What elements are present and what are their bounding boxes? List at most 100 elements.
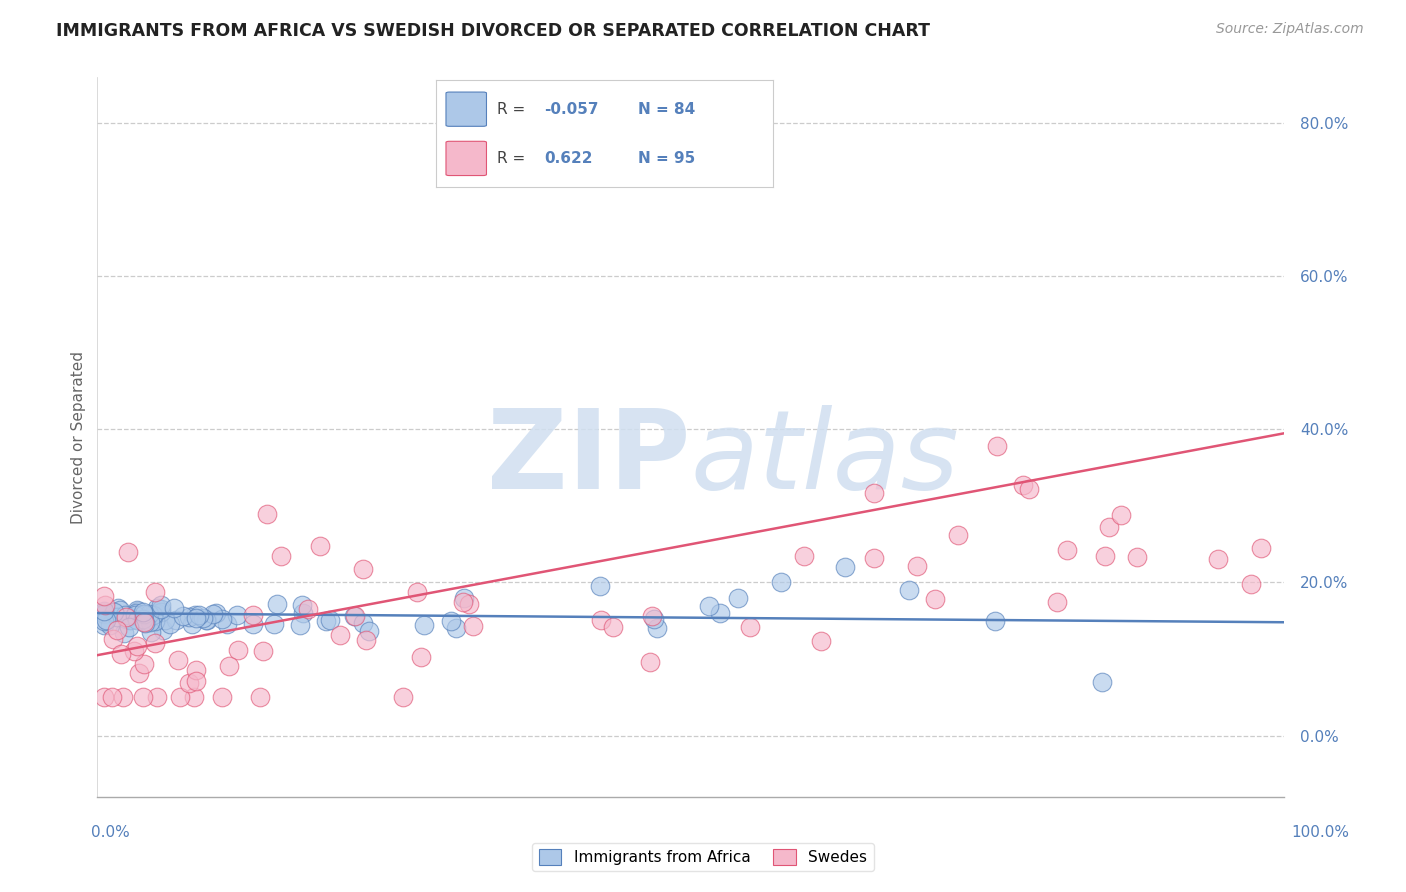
Point — [118, 614, 141, 628]
Point — [90, 690, 112, 705]
Point — [90, 604, 112, 618]
Point — [648, 519, 671, 533]
Point — [107, 643, 129, 657]
Point — [98, 603, 121, 617]
Point — [107, 607, 129, 622]
Point — [644, 675, 666, 690]
Point — [132, 690, 155, 705]
Point — [90, 598, 112, 612]
Point — [502, 560, 524, 574]
Point — [103, 545, 125, 559]
Point — [156, 612, 179, 626]
Point — [111, 605, 134, 619]
Point — [394, 609, 416, 624]
Point — [96, 605, 118, 619]
Point — [214, 615, 236, 629]
Point — [157, 617, 180, 632]
Point — [115, 607, 138, 621]
Point — [917, 530, 939, 544]
Text: ZIP: ZIP — [488, 405, 690, 512]
Point — [290, 595, 312, 609]
Point — [763, 524, 786, 538]
Point — [290, 591, 312, 606]
Point — [100, 647, 122, 661]
Point — [129, 600, 152, 615]
Text: -0.057: -0.057 — [544, 102, 599, 117]
Point — [176, 690, 198, 705]
Point — [112, 607, 135, 621]
FancyBboxPatch shape — [446, 141, 486, 176]
Point — [228, 608, 250, 623]
Point — [118, 585, 141, 599]
Point — [929, 463, 952, 477]
Text: R =: R = — [496, 151, 530, 166]
Point — [465, 575, 488, 590]
Point — [488, 633, 510, 648]
Point — [94, 690, 117, 705]
Point — [1181, 458, 1204, 472]
Point — [266, 650, 288, 665]
Text: N = 95: N = 95 — [638, 151, 696, 166]
Point — [233, 561, 256, 575]
Point — [1133, 374, 1156, 388]
Point — [120, 600, 142, 615]
Point — [90, 606, 112, 620]
Point — [256, 690, 278, 705]
Point — [121, 601, 143, 615]
Point — [121, 605, 143, 619]
Point — [180, 508, 202, 522]
Point — [173, 617, 195, 632]
Point — [97, 609, 120, 624]
Point — [733, 541, 755, 555]
Point — [366, 579, 388, 593]
Point — [863, 565, 886, 579]
Point — [645, 549, 668, 564]
Point — [141, 674, 163, 689]
Point — [121, 598, 143, 612]
Point — [136, 676, 159, 690]
Text: Source: ZipAtlas.com: Source: ZipAtlas.com — [1216, 22, 1364, 37]
Point — [117, 624, 139, 639]
Point — [198, 618, 221, 632]
Text: 0.0%: 0.0% — [91, 825, 131, 840]
Point — [603, 483, 626, 497]
Point — [152, 607, 174, 621]
Point — [159, 659, 181, 673]
Point — [146, 613, 169, 627]
Point — [398, 621, 420, 635]
Point — [173, 607, 195, 622]
Point — [108, 639, 131, 653]
Point — [373, 619, 395, 633]
Point — [426, 599, 449, 613]
Point — [90, 607, 112, 621]
Point — [100, 690, 122, 705]
Point — [90, 606, 112, 620]
Point — [120, 606, 142, 620]
Point — [537, 583, 560, 598]
Point — [395, 612, 418, 626]
Point — [966, 495, 988, 509]
Point — [204, 602, 226, 616]
Point — [1182, 413, 1205, 427]
Point — [94, 632, 117, 646]
Point — [619, 595, 641, 609]
Point — [449, 619, 471, 633]
Point — [626, 543, 648, 558]
Point — [229, 609, 252, 624]
Point — [267, 618, 290, 632]
Point — [115, 615, 138, 629]
Point — [221, 628, 243, 642]
Y-axis label: Divorced or Separated: Divorced or Separated — [72, 351, 86, 524]
Point — [90, 617, 112, 632]
Point — [1015, 498, 1038, 512]
Point — [709, 552, 731, 566]
Point — [443, 591, 465, 605]
Point — [209, 539, 232, 553]
Point — [1074, 502, 1097, 516]
Point — [238, 624, 260, 639]
Point — [156, 690, 179, 705]
Point — [97, 624, 120, 638]
Text: atlas: atlas — [690, 405, 959, 512]
Point — [870, 419, 893, 434]
Point — [118, 635, 141, 649]
